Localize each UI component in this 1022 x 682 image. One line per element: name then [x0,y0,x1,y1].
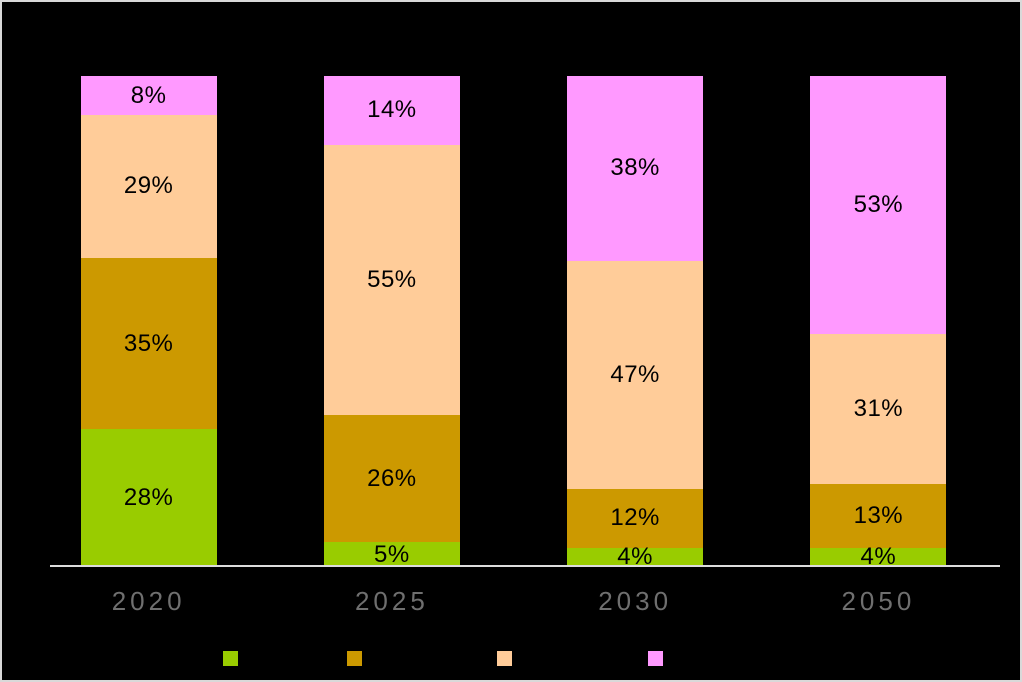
value-label-gold-2030: 12% [610,504,660,532]
segment-gold-2050: 13% [810,484,947,548]
legend-swatch-gold [347,651,362,666]
bar-slot-2030: 38% 47% 12% 4% [514,76,757,571]
value-label-peach-2020: 29% [123,172,174,200]
value-label-peach-2025: 55% [367,265,417,293]
segment-peach-2025: 55% [323,144,460,415]
segment-pink-2020: 8% [80,76,217,116]
segment-peach-2030: 47% [567,260,704,490]
segment-pink-2050: 53% [810,76,947,334]
stacked-bar-2020: 8% 29% 35% 28% [80,76,217,567]
segment-gold-2020: 35% [80,257,217,430]
segment-green-2050: 4% [810,543,947,571]
value-label-pink-2030: 38% [610,154,660,182]
value-label-pink-2020: 8% [130,81,167,109]
segment-pink-2025: 14% [323,76,460,145]
value-label-green-2030: 4% [617,543,653,571]
x-axis-line [50,565,1000,567]
segment-peach-2020: 29% [80,115,217,258]
category-label-2020: 2020 [111,586,186,616]
legend-swatch-pink [648,651,663,666]
plot-area: 8% 29% 35% 28% 14% 55% 26% 5% 38% 47% 12% 4% 53% 31% 1… [27,76,1000,571]
value-label-green-2025: 5% [374,540,410,568]
category-label-2030: 2030 [598,586,673,616]
segment-pink-2030: 38% [567,76,704,261]
value-label-pink-2025: 14% [367,96,417,124]
segment-green-2025: 5% [323,540,460,568]
legend [2,651,1020,667]
value-label-gold-2050: 13% [853,501,904,529]
value-label-peach-2030: 47% [610,360,660,388]
category-label-2025: 2025 [354,586,429,616]
value-label-gold-2025: 26% [367,464,417,492]
x-axis-labels: 2020 2025 2030 2050 [27,586,1000,617]
stacked-bar-2030: 38% 47% 12% 4% [567,76,704,571]
value-label-gold-2020: 35% [123,329,174,357]
value-label-green-2050: 4% [860,543,897,571]
value-label-pink-2050: 53% [853,190,904,218]
legend-swatch-green [223,651,238,666]
segment-peach-2050: 31% [810,333,947,485]
value-label-green-2020: 28% [123,484,174,512]
bar-slot-2025: 14% 55% 26% 5% [270,76,513,567]
segment-gold-2025: 26% [323,414,460,543]
stacked-bar-2025: 14% 55% 26% 5% [323,76,460,568]
bar-slot-2020: 8% 29% 35% 28% [27,76,270,567]
segment-green-2030: 4% [567,543,704,571]
stacked-bar-2050: 53% 31% 13% 4% [810,76,947,571]
bar-slot-2050: 53% 31% 13% 4% [757,76,1000,571]
value-label-peach-2050: 31% [853,394,904,422]
segment-gold-2030: 12% [567,489,704,548]
legend-swatch-peach [497,651,512,666]
segment-green-2020: 28% [80,429,217,567]
category-label-2050: 2050 [841,586,916,616]
